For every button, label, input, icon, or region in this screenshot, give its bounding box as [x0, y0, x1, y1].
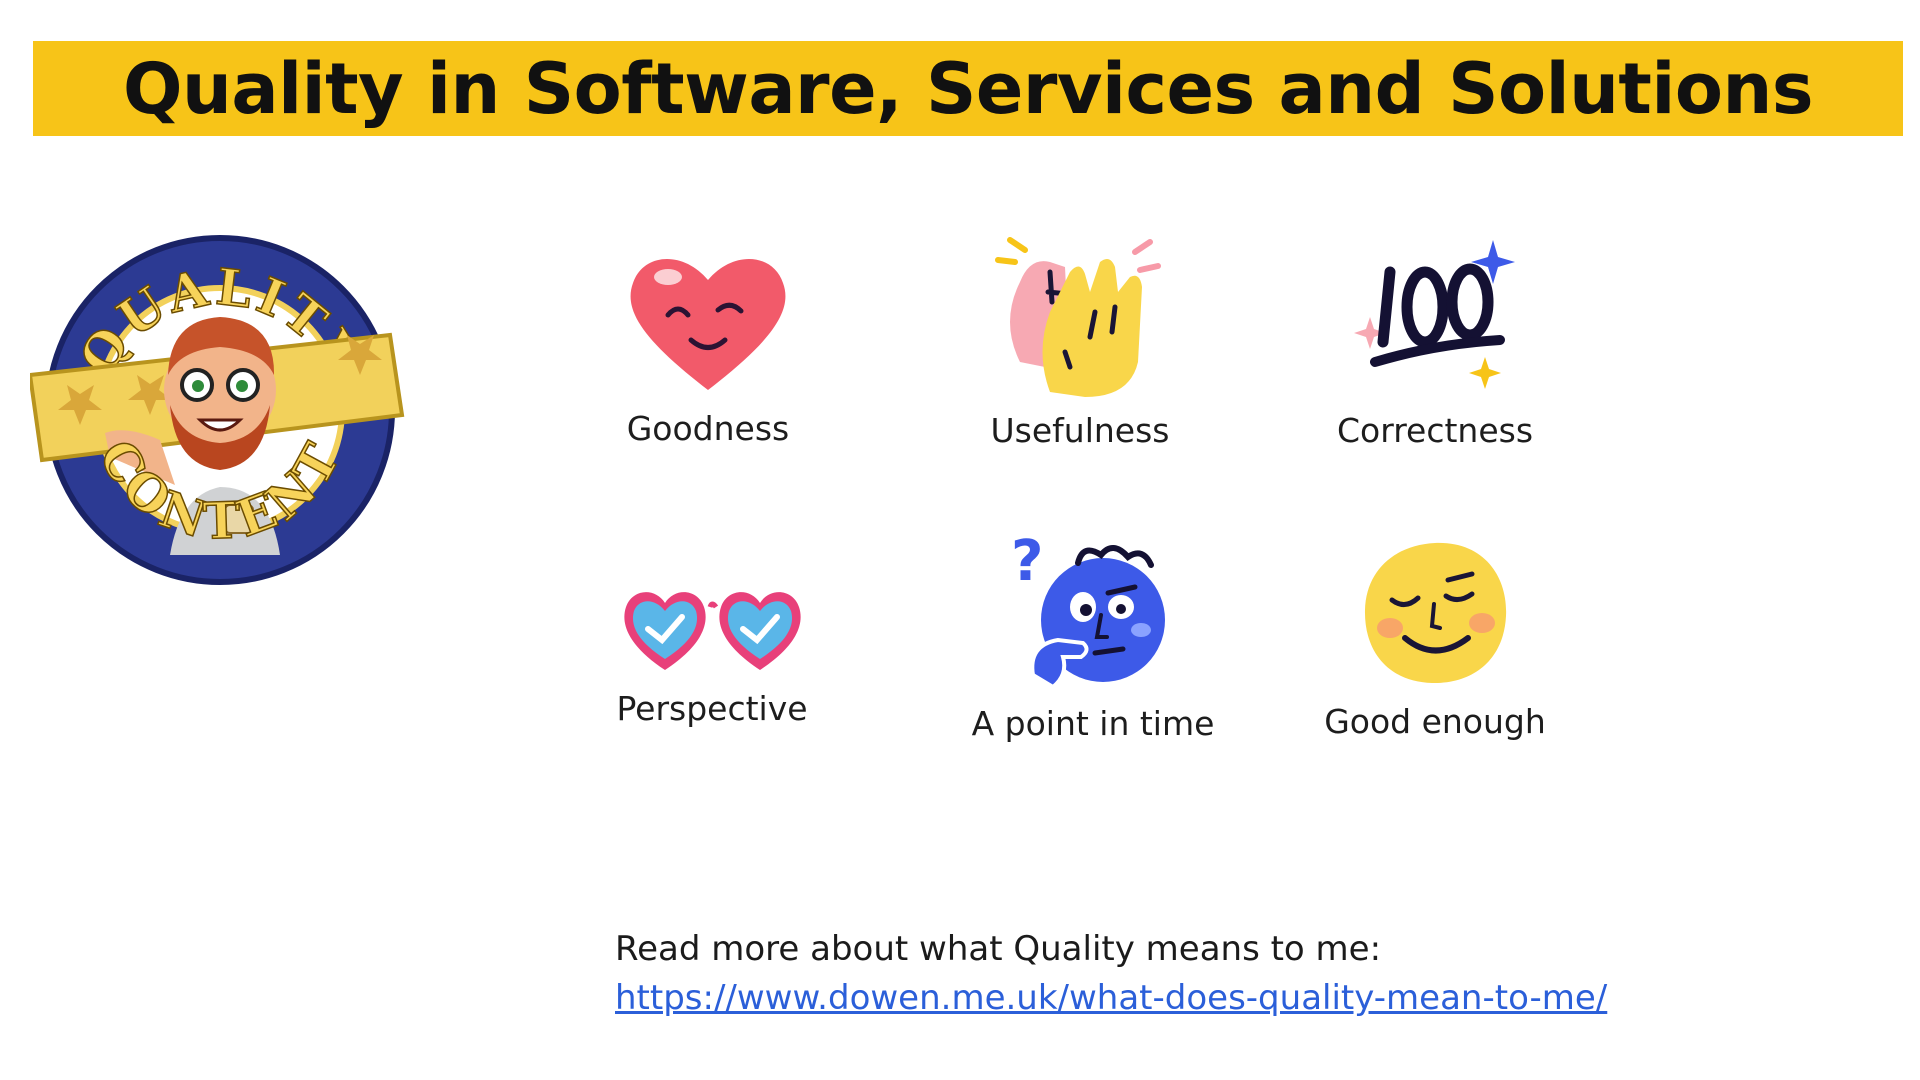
tile-label: Perspective [616, 689, 808, 728]
quality-content-badge: QUALITY CONTENT [27, 225, 410, 595]
tile-label: Usefulness [990, 411, 1170, 450]
title-bar: Quality in Software, Services and Soluti… [33, 41, 1903, 136]
heart-glasses-icon [623, 592, 801, 670]
tile-label: Goodness [626, 409, 790, 448]
page-title: Quality in Software, Services and Soluti… [123, 47, 1813, 130]
tile-perspective: Perspective [562, 585, 862, 728]
hundred-points-icon [1354, 240, 1515, 389]
high-five-icon [995, 237, 1161, 397]
svg-text:?: ? [1011, 529, 1043, 594]
tile-label: Correctness [1336, 411, 1534, 450]
tile-label: Good enough [1324, 702, 1546, 741]
tile-label: A point in time [971, 704, 1215, 743]
relieved-face-icon [1364, 542, 1507, 684]
smiling-heart-icon [630, 258, 786, 390]
footer-text: Read more about what Quality means to me… [615, 929, 1382, 969]
quality-article-link[interactable]: https://www.dowen.me.uk/what-does-qualit… [615, 978, 1608, 1018]
footer: Read more about what Quality means to me… [615, 925, 1607, 1023]
tile-point-in-time: ? A point in time [943, 525, 1243, 743]
tile-correctness: Correctness [1285, 232, 1585, 450]
tile-usefulness: Usefulness [930, 232, 1230, 450]
thinking-face-icon: ? [1011, 529, 1165, 690]
tile-good-enough: Good enough [1285, 538, 1585, 741]
tile-goodness: Goodness [558, 245, 858, 448]
